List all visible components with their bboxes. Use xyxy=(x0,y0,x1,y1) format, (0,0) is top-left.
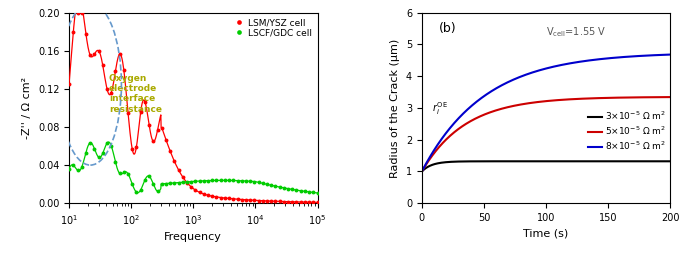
LSM/YSZ cell xyxy=(132,145,140,148)
LSCF/GDC cell xyxy=(86,141,94,144)
LSM/YSZ cell xyxy=(65,82,73,85)
LSM/YSZ cell xyxy=(314,201,322,204)
LSCF/GDC cell xyxy=(65,167,73,170)
Y-axis label: Radius of the Crack (μm): Radius of the Crack (μm) xyxy=(390,38,400,178)
Line: LSM/YSZ cell: LSM/YSZ cell xyxy=(67,11,319,204)
LSM/YSZ cell xyxy=(153,129,162,132)
Text: (b): (b) xyxy=(439,22,457,35)
Text: $r_i^{\rm OE}$: $r_i^{\rm OE}$ xyxy=(432,100,448,117)
LSCF/GDC cell xyxy=(153,190,162,193)
LSCF/GDC cell xyxy=(111,160,120,163)
X-axis label: Frequency: Frequency xyxy=(164,232,223,242)
LSM/YSZ cell xyxy=(111,70,120,73)
LSM/YSZ cell xyxy=(225,197,234,200)
LSM/YSZ cell xyxy=(149,140,158,143)
Text: V$_{\rm cell}$=1.55 V: V$_{\rm cell}$=1.55 V xyxy=(546,26,607,39)
LSCF/GDC cell xyxy=(141,179,149,182)
LSCF/GDC cell xyxy=(314,192,322,195)
LSCF/GDC cell xyxy=(225,179,234,182)
X-axis label: Time (s): Time (s) xyxy=(524,229,569,239)
LSCF/GDC cell xyxy=(149,183,158,186)
Y-axis label: -Z'' / Ω cm²: -Z'' / Ω cm² xyxy=(22,77,32,139)
Legend: LSM/YSZ cell, LSCF/GDC cell: LSM/YSZ cell, LSCF/GDC cell xyxy=(228,14,316,41)
LSM/YSZ cell xyxy=(141,100,149,103)
LSCF/GDC cell xyxy=(132,191,140,194)
LSM/YSZ cell xyxy=(73,11,82,14)
Legend: 3×10$^{-5}$ Ω m$^2$, 5×10$^{-5}$ Ω m$^2$, 8×10$^{-5}$ Ω m$^2$: 3×10$^{-5}$ Ω m$^2$, 5×10$^{-5}$ Ω m$^2$… xyxy=(585,106,670,155)
Line: LSCF/GDC cell: LSCF/GDC cell xyxy=(67,141,319,195)
Text: Oxygen
electrode
interface
resistance: Oxygen electrode interface resistance xyxy=(109,74,162,114)
